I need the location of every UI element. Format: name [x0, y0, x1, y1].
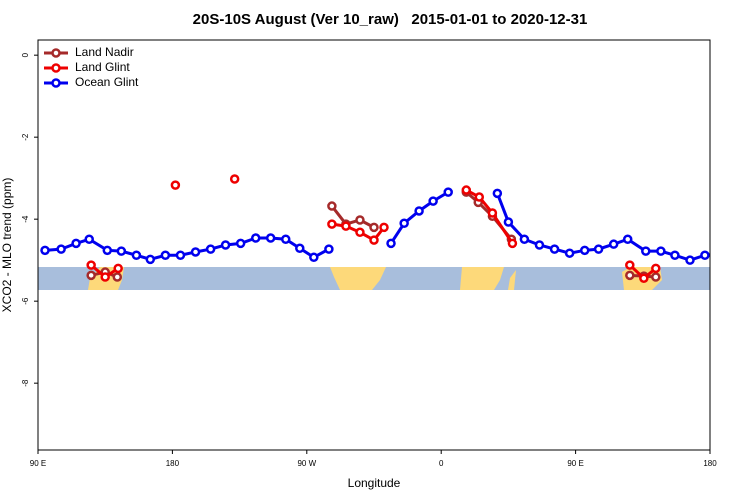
point [250, 233, 261, 243]
point [327, 219, 337, 229]
point [656, 246, 666, 256]
point [175, 250, 186, 260]
land-patch [330, 267, 386, 290]
y-tick-label: -4 [21, 215, 30, 223]
legend-label: Land Glint [75, 60, 130, 74]
point [685, 255, 695, 265]
point [379, 222, 389, 233]
series-line [90, 190, 656, 279]
x-tick-label: 180 [166, 459, 180, 468]
point [112, 272, 123, 282]
point [71, 238, 81, 249]
x-tick-label: 0 [439, 459, 444, 468]
legend-swatch-point [51, 78, 61, 88]
point [651, 263, 661, 274]
point [355, 215, 365, 225]
point [86, 260, 96, 270]
point [324, 244, 334, 254]
point [309, 252, 319, 263]
y-tick-label: -8 [21, 379, 30, 387]
legend-swatch-point [51, 48, 61, 58]
point [519, 234, 530, 245]
point [327, 201, 337, 211]
point [369, 235, 379, 245]
point [86, 270, 96, 281]
point [84, 234, 94, 245]
point [220, 240, 231, 250]
series-line [90, 188, 657, 281]
x-tick-label: 90 E [567, 459, 583, 468]
point [700, 250, 710, 260]
point [145, 254, 156, 265]
point [564, 248, 575, 258]
point [355, 227, 365, 238]
legend-label: Land Nadir [75, 45, 134, 59]
point [116, 246, 127, 256]
point [492, 188, 503, 199]
map-band [38, 267, 710, 290]
point [170, 180, 181, 190]
point [670, 250, 680, 260]
point [593, 244, 604, 254]
point [205, 244, 216, 254]
point [641, 246, 651, 256]
point [622, 234, 633, 245]
point [507, 238, 518, 249]
point [579, 245, 590, 256]
point [56, 244, 66, 254]
point [386, 238, 396, 249]
point [549, 244, 560, 254]
point [651, 272, 661, 282]
x-axis-label: Longitude [348, 476, 401, 490]
point [487, 208, 498, 218]
point [229, 174, 240, 184]
y-axis-label: XCO2 - MLO trend (ppm) [0, 178, 14, 313]
point [190, 247, 201, 257]
point [102, 245, 113, 256]
point [40, 245, 50, 256]
point [265, 233, 276, 243]
plot-frame [37, 39, 711, 451]
legend-label: Ocean Glint [75, 75, 139, 89]
point [625, 260, 635, 270]
point [369, 222, 379, 233]
land-patch [508, 270, 516, 290]
point [503, 217, 514, 227]
legend-swatch-point [51, 63, 61, 73]
x-tick-label: 180 [703, 459, 717, 468]
point [100, 272, 110, 282]
point [639, 273, 649, 283]
point [428, 196, 438, 206]
y-tick-label: -2 [21, 133, 30, 141]
point [131, 250, 142, 260]
point [160, 250, 171, 260]
point [474, 192, 485, 202]
point [399, 218, 409, 229]
land-patch [460, 267, 504, 290]
chart-title: 20S-10S August (Ver 10_raw) 2015-01-01 t… [193, 11, 588, 28]
point [235, 238, 246, 249]
point [461, 185, 472, 195]
point [341, 221, 351, 231]
y-tick-label: 0 [21, 52, 30, 57]
point [443, 187, 453, 197]
point [608, 239, 619, 249]
point [534, 240, 545, 250]
y-tick-label: -6 [21, 297, 30, 305]
point [414, 206, 424, 216]
point [295, 243, 305, 254]
point [113, 263, 123, 274]
x-tick-label: 90 E [30, 459, 46, 468]
x-tick-label: 90 W [297, 459, 316, 468]
point [625, 270, 635, 281]
point [280, 234, 291, 245]
